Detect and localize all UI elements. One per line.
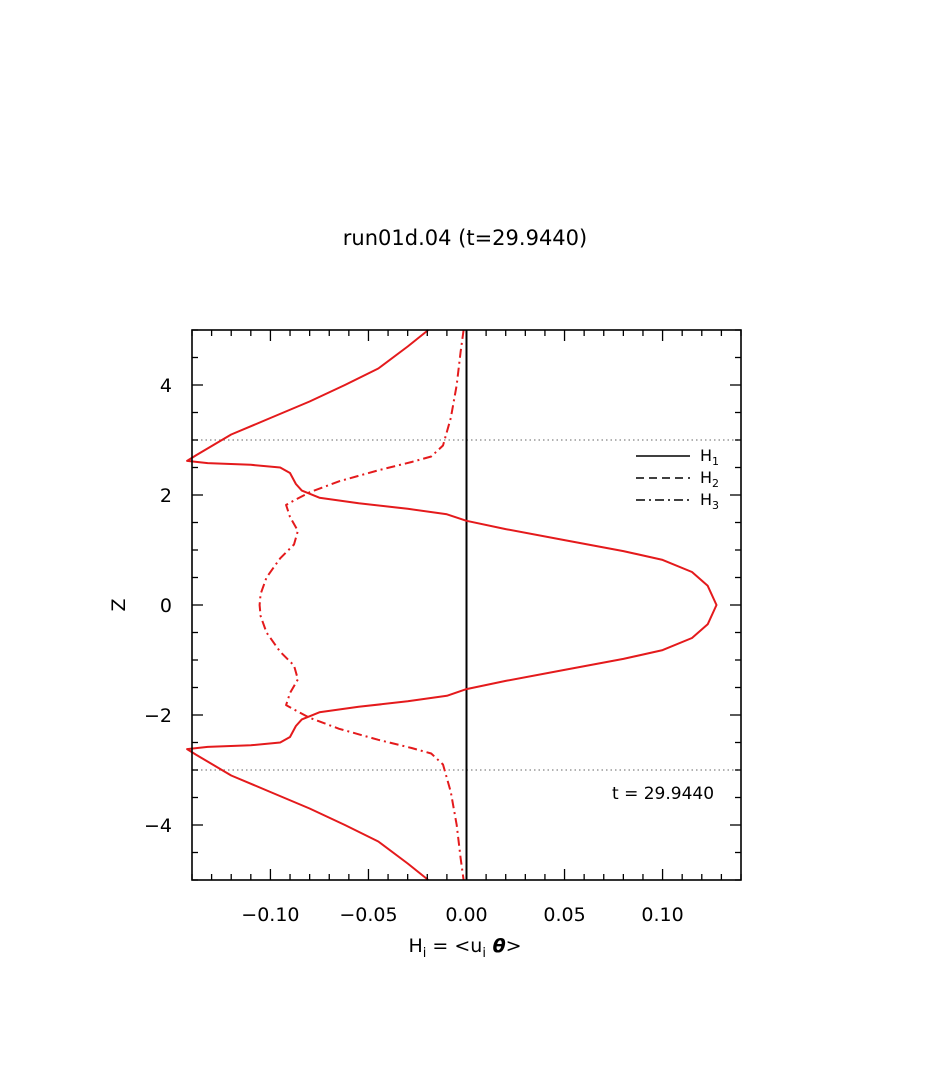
- y-axis-label: Z: [108, 598, 130, 611]
- y-tick-label: 4: [160, 375, 172, 397]
- x-axis-label: Hi = <ui θ>: [408, 935, 521, 961]
- reference-lines: [192, 330, 741, 880]
- legend-label: H2: [700, 468, 719, 490]
- legend-label: H3: [700, 490, 719, 512]
- time-annotation: t = 29.9440: [612, 784, 714, 804]
- y-tick-label: 2: [160, 485, 172, 507]
- chart-title: run01d.04 (t=29.9440): [343, 226, 587, 250]
- plot-frame: [191, 329, 742, 881]
- series-layer: [186, 329, 718, 881]
- y-tick-label: −2: [144, 705, 172, 727]
- x-tick-label: 0.10: [641, 904, 683, 926]
- series-H1: [186, 329, 718, 881]
- legend-label: H1: [700, 446, 719, 468]
- y-tick-label: −4: [144, 815, 172, 837]
- y-tick-labels: −4 −2 0 2 4: [144, 375, 172, 837]
- y-tick-label: 0: [160, 595, 172, 617]
- series-H3: [258, 329, 465, 881]
- x-tick-label: 0.00: [445, 904, 487, 926]
- x-tick-label: 0.05: [543, 904, 585, 926]
- x-tick-label: −0.10: [241, 904, 299, 926]
- x-tick-labels: −0.10 −0.05 0.00 0.05 0.10: [241, 904, 683, 926]
- x-tick-label: −0.05: [339, 904, 397, 926]
